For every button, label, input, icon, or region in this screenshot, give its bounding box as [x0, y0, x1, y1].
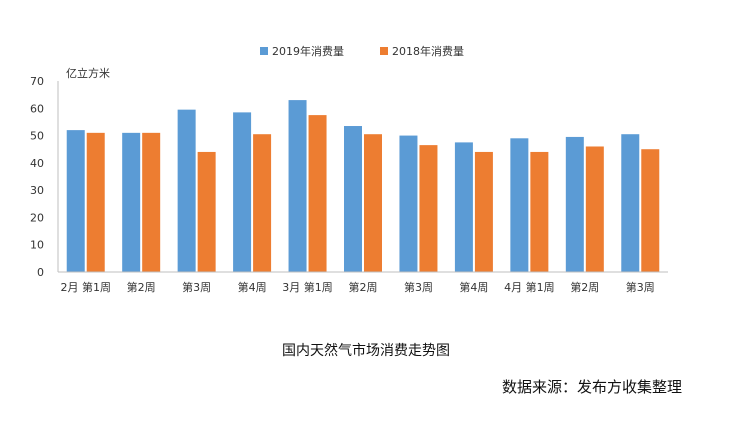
bar-2018-1	[142, 132, 161, 272]
y-tick-label: 40	[30, 157, 44, 170]
legend-label-1: 2018年消费量	[392, 44, 464, 58]
x-tick-label: 第2周	[349, 280, 378, 294]
x-tick-label: 3月 第1周	[282, 280, 333, 294]
bar-2019-0	[66, 130, 85, 272]
x-tick-label: 第3周	[404, 280, 433, 294]
x-tick-label: 2月 第1周	[60, 280, 111, 294]
bar-2019-7	[454, 142, 473, 272]
bar-2019-1	[122, 132, 141, 272]
chart-legend: 2019年消费量 2018年消费量	[260, 44, 464, 58]
y-tick-label: 70	[30, 75, 44, 88]
y-tick-label: 60	[30, 102, 44, 115]
y-tick-label: 0	[37, 266, 44, 279]
bar-chart: 2019年消费量 2018年消费量 亿立方米 0 10 20 30 40 50 60 70 2月…	[30, 44, 668, 294]
bar-2018-2	[197, 151, 216, 272]
x-tick-label: 第4周	[238, 280, 267, 294]
bar-2018-8	[530, 151, 549, 272]
chart-bars	[66, 100, 660, 273]
bar-2018-3	[253, 134, 272, 272]
x-tick-label: 第2周	[127, 280, 156, 294]
bar-2019-2	[177, 109, 196, 273]
data-source-note: 数据来源：发布方收集整理	[501, 378, 682, 396]
bar-2019-6	[399, 135, 418, 272]
x-tick-label: 第4周	[459, 280, 488, 294]
x-tick-label: 第3周	[626, 280, 655, 294]
x-axis-ticks: 2月 第1周 第2周 第3周 第4周 3月 第1周 第2周 第3周 第4周 4月 第1周 第2周 第…	[60, 280, 654, 294]
bar-2018-6	[419, 145, 438, 272]
y-axis-ticks: 0 10 20 30 40 50 60 70	[30, 75, 44, 279]
legend-swatch-0	[260, 47, 268, 55]
bar-2019-4	[288, 100, 307, 272]
x-tick-label: 第2周	[570, 280, 599, 294]
bar-2018-10	[641, 149, 660, 272]
x-tick-label: 第3周	[182, 280, 211, 294]
y-tick-label: 20	[30, 211, 44, 224]
y-tick-label: 50	[30, 130, 44, 143]
bar-2018-9	[585, 146, 604, 272]
legend-label-0: 2019年消费量	[272, 44, 344, 58]
bar-2019-5	[344, 126, 362, 273]
bar-2019-3	[233, 112, 252, 272]
legend-swatch-1	[380, 47, 388, 55]
bar-2019-10	[621, 134, 640, 272]
bar-2019-8	[510, 138, 529, 272]
y-axis-unit-label: 亿立方米	[66, 66, 110, 80]
bar-2018-5	[364, 134, 382, 272]
bar-2019-9	[565, 136, 584, 272]
bar-2018-7	[474, 151, 493, 272]
chart-title: 国内天然气市场消费走势图	[282, 343, 450, 359]
bar-2018-0	[86, 132, 105, 272]
y-tick-label: 30	[30, 184, 44, 197]
x-tick-label: 4月 第1周	[504, 280, 555, 294]
y-tick-label: 10	[30, 239, 44, 252]
bar-2018-4	[308, 115, 327, 272]
